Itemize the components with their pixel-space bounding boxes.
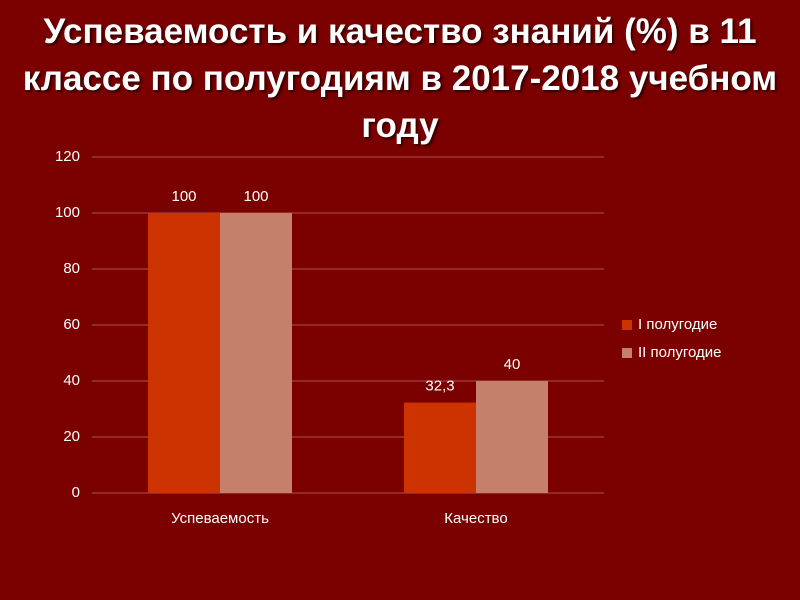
- legend-swatch: [622, 348, 632, 358]
- bar: [220, 213, 292, 493]
- data-label: 100: [171, 188, 196, 205]
- bar: [148, 213, 220, 493]
- legend-label: II полугодие: [638, 344, 722, 361]
- legend-swatch: [622, 320, 632, 330]
- bar: [404, 402, 476, 493]
- legend-label: I полугодие: [638, 316, 717, 333]
- y-tick-label: 40: [63, 372, 80, 389]
- y-tick-label: 20: [63, 428, 80, 445]
- y-tick-label: 120: [55, 148, 80, 165]
- data-label: 100: [243, 188, 268, 205]
- y-tick-label: 0: [72, 484, 80, 501]
- y-tick-label: 60: [63, 316, 80, 333]
- data-label: 32,3: [425, 378, 454, 395]
- x-tick-label: Успеваемость: [171, 510, 269, 527]
- x-tick-label: Качество: [444, 510, 507, 527]
- data-label: 40: [504, 356, 521, 373]
- bar: [476, 381, 548, 493]
- y-tick-label: 100: [55, 204, 80, 221]
- chart-title: Успеваемость и качество знаний (%) в 11 …: [22, 12, 778, 145]
- y-tick-label: 80: [63, 260, 80, 277]
